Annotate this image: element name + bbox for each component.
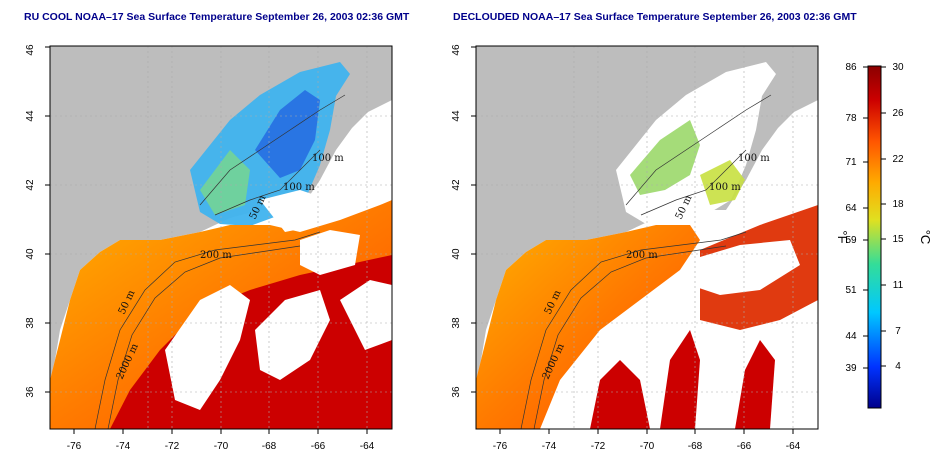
x-tick-label: -74 bbox=[116, 441, 131, 452]
y-tick-label: 40 bbox=[25, 248, 36, 260]
y-tick-label: 36 bbox=[25, 386, 36, 398]
right-y-axis: 36 38 40 42 44 46 bbox=[451, 44, 476, 398]
y-tick-label: 38 bbox=[451, 317, 462, 329]
x-tick-label: -66 bbox=[311, 441, 326, 452]
y-tick-label: 44 bbox=[451, 110, 462, 122]
x-tick-label: -72 bbox=[591, 441, 606, 452]
gulf-stream-region bbox=[590, 330, 775, 429]
x-tick-label: -70 bbox=[214, 441, 229, 452]
fahrenheit-tick: 71 bbox=[845, 157, 857, 168]
contour-label: 100 m bbox=[312, 153, 344, 164]
grid-lines bbox=[50, 46, 392, 429]
contour-label: 100 m bbox=[709, 182, 741, 193]
grid-lines bbox=[476, 46, 818, 429]
cool-water-green bbox=[700, 160, 745, 205]
celsius-tick: 30 bbox=[892, 62, 904, 73]
cloud-cover bbox=[165, 190, 392, 410]
contour-label: 100 m bbox=[738, 153, 770, 164]
celsius-tick: 15 bbox=[892, 234, 904, 245]
cool-water-green bbox=[200, 150, 250, 215]
y-tick-label: 40 bbox=[451, 248, 462, 260]
x-tick-label: -74 bbox=[542, 441, 557, 452]
contour-label: 100 m bbox=[283, 182, 315, 193]
celsius-tick: 7 bbox=[895, 326, 901, 337]
x-tick-label: -76 bbox=[493, 441, 508, 452]
celsius-tick: 11 bbox=[893, 280, 904, 291]
right-x-axis: -76 -74 -72 -70 -68 -66 -64 bbox=[493, 429, 801, 452]
x-tick-label: -64 bbox=[360, 441, 375, 452]
x-tick-label: -70 bbox=[640, 441, 655, 452]
fahrenheit-tick: 78 bbox=[845, 113, 857, 124]
left-y-axis: 36 38 40 42 44 46 bbox=[25, 44, 50, 398]
contour-label: 200 m bbox=[200, 250, 232, 261]
celsius-tick: 26 bbox=[892, 108, 904, 119]
fahrenheit-tick: 44 bbox=[845, 331, 857, 342]
left-x-axis: -76 -74 -72 -70 -68 -66 -64 bbox=[67, 429, 375, 452]
left-panel-title: RU COOL NOAA–17 Sea Surface Temperature … bbox=[24, 11, 410, 23]
x-tick-label: -76 bbox=[67, 441, 82, 452]
fahrenheit-tick: 64 bbox=[845, 203, 857, 214]
celsius-tick: 4 bbox=[895, 361, 901, 372]
y-tick-label: 42 bbox=[451, 179, 462, 191]
left-map: 100 m 100 m 50 m 200 m 50 m 2000 m bbox=[50, 46, 392, 429]
fahrenheit-tick: 86 bbox=[845, 62, 857, 73]
x-tick-label: -72 bbox=[165, 441, 180, 452]
fahrenheit-unit-label: °F bbox=[835, 230, 850, 243]
fahrenheit-tick: 51 bbox=[845, 285, 857, 296]
y-tick-label: 38 bbox=[25, 317, 36, 329]
x-tick-label: -66 bbox=[737, 441, 752, 452]
right-panel-title: DECLOUDED NOAA–17 Sea Surface Temperatur… bbox=[453, 11, 857, 23]
celsius-tick: 22 bbox=[892, 154, 904, 165]
fahrenheit-tick: 59 bbox=[845, 235, 857, 246]
x-tick-label: -64 bbox=[786, 441, 801, 452]
y-tick-label: 36 bbox=[451, 386, 462, 398]
cool-water-deep bbox=[255, 90, 320, 178]
x-tick-label: -68 bbox=[262, 441, 277, 452]
y-tick-label: 44 bbox=[25, 110, 36, 122]
fahrenheit-tick: 39 bbox=[845, 363, 857, 374]
contour-label: 200 m bbox=[626, 250, 658, 261]
y-tick-label: 46 bbox=[451, 44, 462, 56]
y-tick-label: 42 bbox=[25, 179, 36, 191]
bathymetry-contours bbox=[520, 94, 772, 429]
warm-water-region bbox=[476, 225, 700, 429]
colorbar-gradient bbox=[867, 65, 882, 409]
x-tick-label: -68 bbox=[688, 441, 703, 452]
celsius-tick: 18 bbox=[892, 199, 904, 210]
bathymetry-contours bbox=[94, 94, 346, 429]
cool-water-green bbox=[630, 120, 700, 195]
celsius-unit-label: °C bbox=[918, 230, 933, 245]
right-map: 100 m 100 m 50 m 200 m 50 m 2000 m bbox=[476, 46, 818, 429]
y-tick-label: 46 bbox=[25, 44, 36, 56]
colorbar: 86 78 71 64 59 51 44 39 30 26 22 18 15 1… bbox=[835, 62, 933, 409]
